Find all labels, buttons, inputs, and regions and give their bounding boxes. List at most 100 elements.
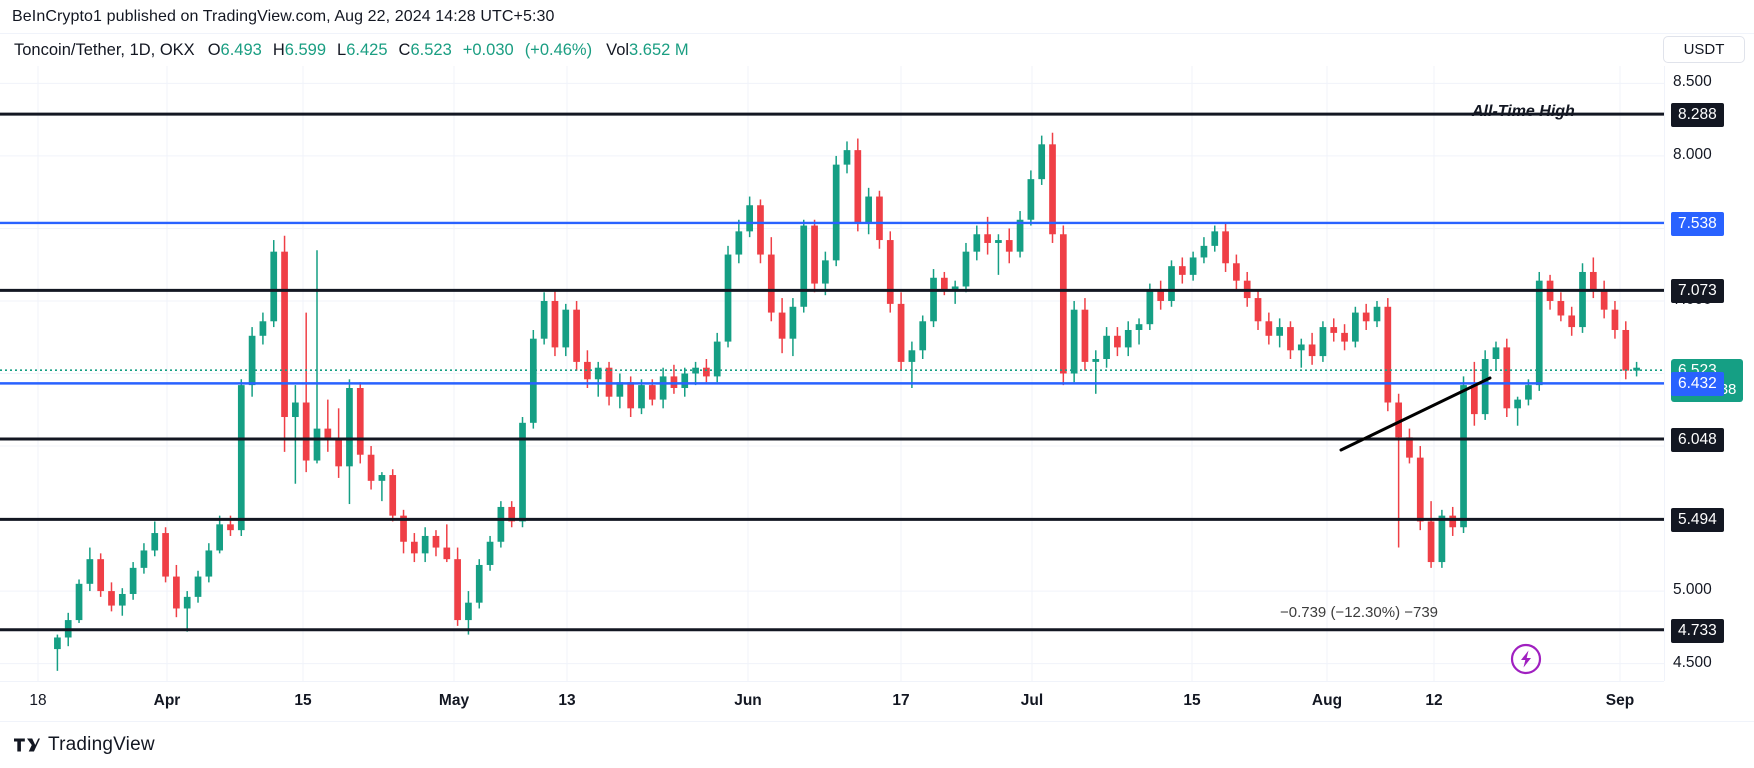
time-tick: Jul <box>1020 692 1044 709</box>
candlestick <box>367 446 375 490</box>
candlestick <box>908 341 916 389</box>
candlestick <box>183 591 191 632</box>
candle-body <box>1178 266 1186 275</box>
candle-body <box>908 350 916 362</box>
candlestick <box>1157 280 1165 310</box>
candlestick <box>86 547 94 592</box>
candlestick <box>1352 306 1359 348</box>
price-badge-support-5494[interactable]: 5.494 <box>1671 508 1724 533</box>
lightning-bolt-icon[interactable] <box>1509 642 1543 676</box>
candlestick <box>1135 318 1143 345</box>
price-badge-support-4733[interactable]: 4.733 <box>1671 618 1724 643</box>
open-value: 6.493 <box>220 40 262 59</box>
candlestick <box>735 219 743 264</box>
candle-body <box>1200 245 1208 258</box>
candle-body <box>746 205 754 232</box>
candle-body <box>367 454 375 481</box>
candlestick <box>584 350 591 389</box>
candlestick <box>108 582 115 612</box>
candle-body <box>1535 280 1543 386</box>
candle-body <box>1146 289 1154 325</box>
candle-body <box>356 388 364 455</box>
symbol-legend[interactable]: Toncoin/Tether, 1D, OKX <box>14 40 195 59</box>
candle-body <box>519 422 526 522</box>
candle-body <box>1049 144 1056 235</box>
candlestick <box>919 315 927 359</box>
candle-body <box>703 367 710 377</box>
candle-body <box>1600 289 1608 310</box>
candle-body <box>984 234 991 243</box>
price-badge-resistance-7073[interactable]: 7.073 <box>1671 279 1724 304</box>
candlestick <box>216 515 224 554</box>
candle-body <box>1395 402 1402 438</box>
candlestick <box>1005 228 1013 264</box>
candle-body <box>302 402 310 461</box>
candle-body <box>86 559 94 584</box>
price-badge-all-time-high-level[interactable]: 8.288 <box>1671 103 1724 128</box>
quote-currency-pill[interactable]: USDT <box>1663 36 1745 63</box>
high-value: 6.599 <box>284 40 327 59</box>
candle-body <box>432 535 440 548</box>
candlestick <box>1319 321 1327 362</box>
candle-body <box>118 593 126 606</box>
candlestick <box>832 155 840 267</box>
candle-body <box>346 388 353 467</box>
publisher-attribution-bar: BeInCrypto1 published on TradingView.com… <box>0 0 1754 33</box>
candle-body <box>1406 437 1413 458</box>
candlestick <box>659 367 667 409</box>
candlestick <box>1059 225 1067 386</box>
candlestick <box>292 385 299 484</box>
candlestick <box>151 521 159 557</box>
candle-body <box>713 341 721 377</box>
quote-currency-label: USDT <box>1683 41 1725 58</box>
candlestick <box>1189 251 1197 281</box>
candlestick <box>259 312 267 345</box>
candle-body <box>811 225 818 284</box>
price-badge-resistance-7538[interactable]: 7.538 <box>1671 211 1724 236</box>
candle-body <box>1427 521 1435 563</box>
candle-body <box>897 303 905 362</box>
candle-body <box>75 583 83 621</box>
candlestick <box>1470 361 1478 426</box>
candle-body <box>778 312 786 339</box>
price-badge-support-6048[interactable]: 6.048 <box>1671 428 1724 453</box>
time-scale[interactable]: 18 Apr 15 May 13 Jun 17 Jul 15 Aug 12 Sep <box>0 681 1664 721</box>
price-tick: 8.500 <box>1673 73 1712 91</box>
candle-body <box>97 559 105 592</box>
time-tick: 15 <box>294 692 312 709</box>
candlestick <box>1308 332 1316 365</box>
candle-body <box>378 475 386 481</box>
ohlc-open: O6.493 <box>208 41 262 60</box>
candle-body <box>1319 327 1327 357</box>
candle-body <box>1514 399 1521 409</box>
candlestick <box>1081 298 1089 371</box>
ascending-trendline[interactable] <box>1339 376 1492 452</box>
candlestick <box>324 399 332 452</box>
candlestick <box>930 269 937 328</box>
candlestick <box>1027 170 1035 226</box>
price-change-percent: (+0.46%) <box>524 40 593 59</box>
candle-body <box>789 306 797 339</box>
candle-body <box>1330 327 1338 333</box>
candle-body <box>551 300 559 348</box>
chart-plot-area[interactable]: All-Time High −0.739 (−12.30%) −739 <box>0 66 1664 681</box>
candlestick <box>562 303 570 357</box>
candle-body <box>681 373 689 389</box>
candlestick <box>335 408 342 478</box>
candlestick <box>237 379 245 536</box>
candle-body <box>1589 271 1597 290</box>
price-badge-support-6432[interactable]: 6.432 <box>1671 372 1724 397</box>
candle-body <box>865 196 872 223</box>
candlestick <box>1330 318 1338 342</box>
ohlc-high: H6.599 <box>273 41 326 60</box>
candlestick <box>118 588 126 616</box>
candlestick <box>1038 135 1046 185</box>
candle-body <box>324 428 332 441</box>
candlestick <box>1297 338 1305 368</box>
candle-body <box>486 541 494 565</box>
footer-bar: TradingView <box>0 721 1754 768</box>
price-scale[interactable]: 8.5008.0007.5007.0006.5006.0005.5005.000… <box>1664 66 1754 681</box>
candle-body <box>962 251 970 287</box>
candlestick <box>1600 280 1608 319</box>
